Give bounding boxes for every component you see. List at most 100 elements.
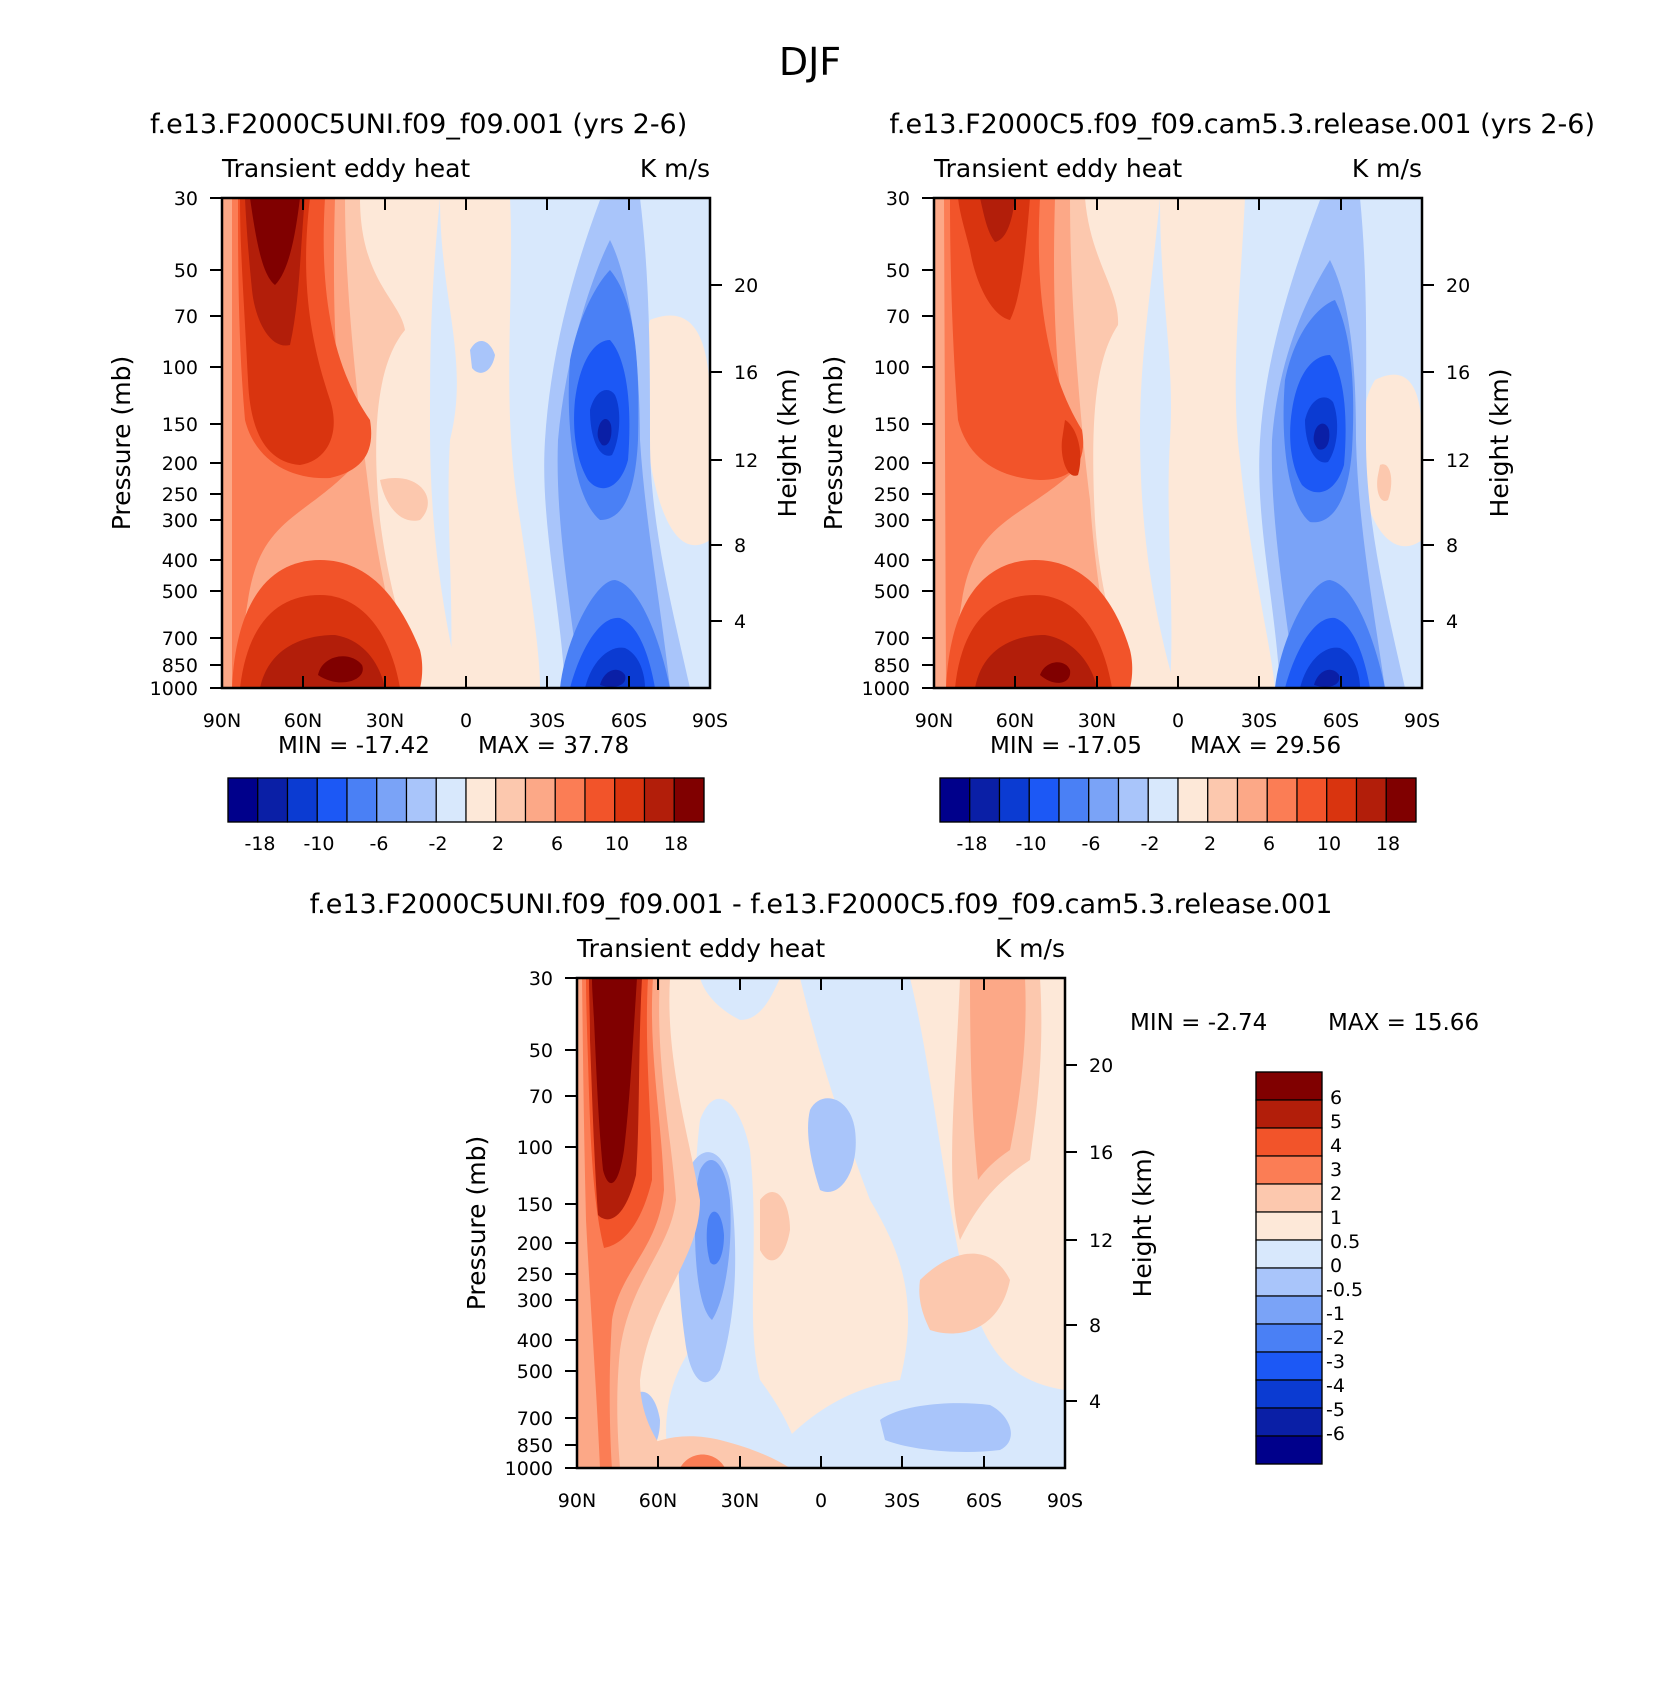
panel-a-colorbar-label: 6: [551, 833, 563, 855]
panel-b-colorbar: [939, 777, 1417, 823]
panel-b-y2-tick-label: 8: [1446, 535, 1458, 557]
panel-c-colorbar-label: -1: [1326, 1303, 1345, 1325]
panel-a-colorbar-label: -10: [303, 833, 334, 855]
panel-b-y-tick-label: 70: [886, 306, 910, 328]
panel-c-colorbar-label: 4: [1330, 1135, 1342, 1157]
panel-c-y2-axis-label: Height (km): [1128, 1149, 1157, 1298]
panel-b-y-tick-label: 50: [886, 260, 910, 282]
panel-b-y2-ticks: 20 16 12 8 4: [1422, 275, 1470, 633]
panel-a-colorbar-label: -6: [370, 833, 389, 855]
panel-c-colorbar-label: -2: [1326, 1327, 1345, 1349]
panel-c-y2-tick-label: 20: [1089, 1055, 1113, 1077]
colorbar-swatch: [1177, 777, 1209, 823]
panel-b-y-tick-label: 150: [874, 414, 910, 436]
colorbar-swatch: [1255, 1295, 1323, 1325]
panel-top-left: f.e13.F2000C5UNI.f09_f09.001 (yrs 2-6) T…: [107, 109, 802, 855]
panel-b-x-tick-label: 30N: [1078, 710, 1116, 732]
colorbar-swatch: [286, 777, 318, 823]
panel-b-y-tick-label: 400: [874, 550, 910, 572]
panel-c-y-tick-label: 100: [517, 1137, 553, 1159]
panel-a-colorbar-label: -2: [429, 833, 448, 855]
colorbar-swatch: [1058, 777, 1090, 823]
panel-a-y-tick-label: 300: [162, 510, 198, 532]
panel-b-x-tick-label: 30S: [1241, 710, 1277, 732]
colorbar-swatch: [1255, 1379, 1323, 1409]
colorbar-swatch: [1147, 777, 1179, 823]
panel-bottom-difference: f.e13.F2000C5UNI.f09_f09.001 - f.e13.F20…: [310, 889, 1479, 1512]
colorbar-swatch: [257, 777, 289, 823]
panel-b-y-tick-label: 850: [874, 655, 910, 677]
panel-c-y2-tick-label: 8: [1089, 1315, 1101, 1337]
panel-c-y-tick-label: 850: [517, 1435, 553, 1457]
panel-c-colorbar-label: 1: [1330, 1207, 1342, 1229]
panel-c-colorbar-label: 5: [1330, 1111, 1342, 1133]
panel-a-units: K m/s: [640, 154, 710, 183]
panel-c-y-tick-label: 50: [529, 1040, 553, 1062]
panel-a-y-tick-label: 700: [162, 628, 198, 650]
colorbar-swatch: [554, 777, 586, 823]
panel-a-y-tick-label: 400: [162, 550, 198, 572]
panel-a-y-tick-label: 50: [174, 260, 198, 282]
panel-b-y2-tick-label: 20: [1446, 275, 1470, 297]
panel-c-colorbar-label: -5: [1326, 1399, 1345, 1421]
panel-a-colorbar-label: 2: [492, 833, 504, 855]
panel-c-colorbar: [1255, 1071, 1323, 1465]
panel-c-y2-tick-label: 16: [1089, 1142, 1113, 1164]
panel-b-y-ticks: 30 50 70 100 150 200 250 300 400 500 700…: [862, 188, 934, 700]
panel-c-units: K m/s: [995, 934, 1065, 963]
panel-a-colorbar-label: 18: [664, 833, 688, 855]
colorbar-swatch: [1255, 1071, 1323, 1101]
colorbar-swatch: [1255, 1155, 1323, 1185]
panel-a-x-tick-label: 30S: [529, 710, 565, 732]
colorbar-swatch: [376, 777, 408, 823]
panel-b-x-tick-label: 0: [1172, 710, 1184, 732]
colorbar-swatch: [435, 777, 467, 823]
colorbar-swatch: [1255, 1323, 1323, 1353]
figure-title: DJF: [779, 40, 841, 84]
panel-a-y2-tick-label: 20: [734, 275, 758, 297]
panel-b-y-tick-label: 500: [874, 581, 910, 603]
panel-b-min-label: MIN = -17.05: [990, 733, 1142, 759]
panel-top-right: f.e13.F2000C5.f09_f09.cam5.3.release.001…: [819, 109, 1595, 855]
panel-a-x-tick-label: 60N: [284, 710, 322, 732]
panel-c-colorbar-label: 3: [1330, 1159, 1342, 1181]
panel-a-x-tick-label: 60S: [611, 710, 647, 732]
colorbar-swatch: [495, 777, 527, 823]
colorbar-swatch: [465, 777, 497, 823]
colorbar-swatch: [1028, 777, 1060, 823]
panel-b-y2-tick-label: 12: [1446, 450, 1470, 472]
panel-c-colorbar-label: 0.5: [1330, 1231, 1360, 1253]
panel-b-y2-tick-label: 16: [1446, 362, 1470, 384]
panel-b-colorbar-label: 6: [1263, 833, 1275, 855]
colorbar-swatch: [1385, 777, 1417, 823]
panel-c-y-tick-label: 150: [517, 1194, 553, 1216]
panel-a-x-tick-label: 0: [460, 710, 472, 732]
panel-a-y-tick-label: 70: [174, 306, 198, 328]
panel-c-x-tick-label: 90N: [558, 1490, 596, 1512]
panel-c-colorbar-labels: 6 5 4 3 2 1 0.5 0 -0.5 -1 -2 -3 -4 -5 -6: [1326, 1087, 1363, 1445]
panel-c-x-tick-label: 0: [815, 1490, 827, 1512]
colorbar-swatch: [998, 777, 1030, 823]
colorbar-swatch: [1255, 1267, 1323, 1297]
panel-b-run-title: f.e13.F2000C5.f09_f09.cam5.3.release.001…: [889, 109, 1595, 140]
panel-a-x-tick-label: 90S: [692, 710, 728, 732]
colorbar-swatch: [584, 777, 616, 823]
panel-b-colorbar-label: 2: [1204, 833, 1216, 855]
panel-a-y2-tick-label: 12: [734, 450, 758, 472]
panel-b-colorbar-label: 10: [1317, 833, 1341, 855]
panel-a-y-tick-label: 250: [162, 484, 198, 506]
colorbar-swatch: [1088, 777, 1120, 823]
panel-b-colorbar-label: -2: [1141, 833, 1160, 855]
panel-c-colorbar-label: 0: [1330, 1255, 1342, 1277]
colorbar-swatch: [1266, 777, 1298, 823]
panel-c-colorbar-label: -4: [1326, 1375, 1345, 1397]
colorbar-swatch: [1255, 1127, 1323, 1157]
panel-b-y2-tick-label: 4: [1446, 611, 1458, 633]
panel-a-y2-axis-label: Height (km): [773, 369, 802, 518]
panel-c-y-tick-label: 1000: [505, 1458, 553, 1480]
panel-b-y-axis-label: Pressure (mb): [819, 356, 848, 530]
panel-a-variable: Transient eddy heat: [221, 154, 470, 183]
panel-c-colorbar-label: 6: [1330, 1087, 1342, 1109]
colorbar-swatch: [1236, 777, 1268, 823]
panel-a-y2-ticks: 20 16 12 8 4: [710, 275, 758, 633]
